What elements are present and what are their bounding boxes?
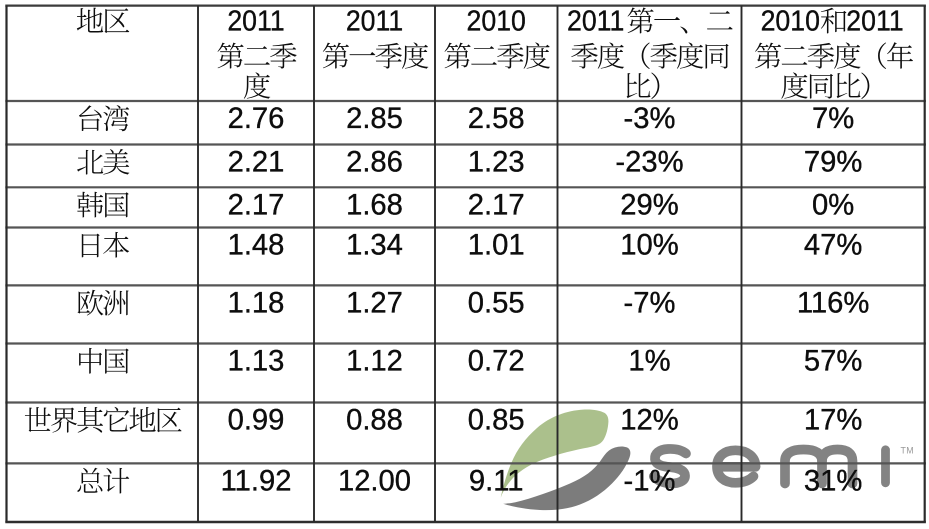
svg-text:2.76: 2.76	[228, 103, 285, 135]
svg-text:2010: 2010	[761, 4, 820, 36]
svg-text:11.92: 11.92	[221, 465, 292, 497]
svg-text:2.86: 2.86	[346, 147, 403, 179]
svg-text:12%: 12%	[620, 405, 678, 437]
svg-text:12.00: 12.00	[338, 465, 411, 497]
svg-text:1.48: 1.48	[228, 230, 285, 262]
svg-text:2011: 2011	[346, 4, 403, 36]
svg-text:0.88: 0.88	[346, 405, 403, 437]
svg-text:2.58: 2.58	[468, 103, 525, 135]
svg-text:79%: 79%	[804, 147, 862, 179]
svg-text:1.27: 1.27	[346, 287, 403, 319]
svg-text:0.55: 0.55	[468, 287, 525, 319]
svg-text:9.11: 9.11	[469, 465, 524, 497]
svg-text:2.17: 2.17	[228, 189, 285, 221]
svg-text:1%: 1%	[628, 346, 670, 378]
svg-text:-23%: -23%	[615, 147, 683, 179]
svg-text:0.72: 0.72	[468, 346, 525, 378]
svg-text:47%: 47%	[804, 230, 862, 262]
svg-text:2.21: 2.21	[228, 147, 285, 179]
svg-text:31%: 31%	[804, 465, 862, 497]
svg-text:17%: 17%	[804, 405, 862, 437]
svg-text:57%: 57%	[804, 346, 862, 378]
svg-text:116%: 116%	[797, 287, 869, 319]
svg-text:10%: 10%	[620, 230, 678, 262]
svg-text:1.13: 1.13	[228, 346, 285, 378]
svg-text:2010: 2010	[467, 4, 526, 36]
svg-text:-1%: -1%	[624, 465, 676, 497]
svg-text:2011: 2011	[227, 4, 284, 36]
svg-text:1.01: 1.01	[468, 230, 525, 262]
svg-text:7%: 7%	[812, 103, 854, 135]
svg-text:0.85: 0.85	[468, 405, 525, 437]
svg-text:1.18: 1.18	[228, 287, 285, 319]
svg-text:-7%: -7%	[624, 287, 676, 319]
svg-text:0.99: 0.99	[228, 405, 285, 437]
svg-text:0%: 0%	[812, 189, 854, 221]
svg-text:TM: TM	[901, 446, 915, 456]
svg-text:2011: 2011	[846, 4, 903, 36]
svg-text:1.34: 1.34	[346, 230, 403, 262]
svg-text:1.68: 1.68	[346, 189, 403, 221]
svg-text:2011: 2011	[567, 4, 624, 36]
svg-text:29%: 29%	[620, 189, 678, 221]
svg-text:2.17: 2.17	[468, 189, 525, 221]
svg-text:-3%: -3%	[624, 103, 676, 135]
svg-text:1.23: 1.23	[468, 147, 525, 179]
svg-text:1.12: 1.12	[346, 346, 403, 378]
svg-text:2.85: 2.85	[346, 103, 403, 135]
